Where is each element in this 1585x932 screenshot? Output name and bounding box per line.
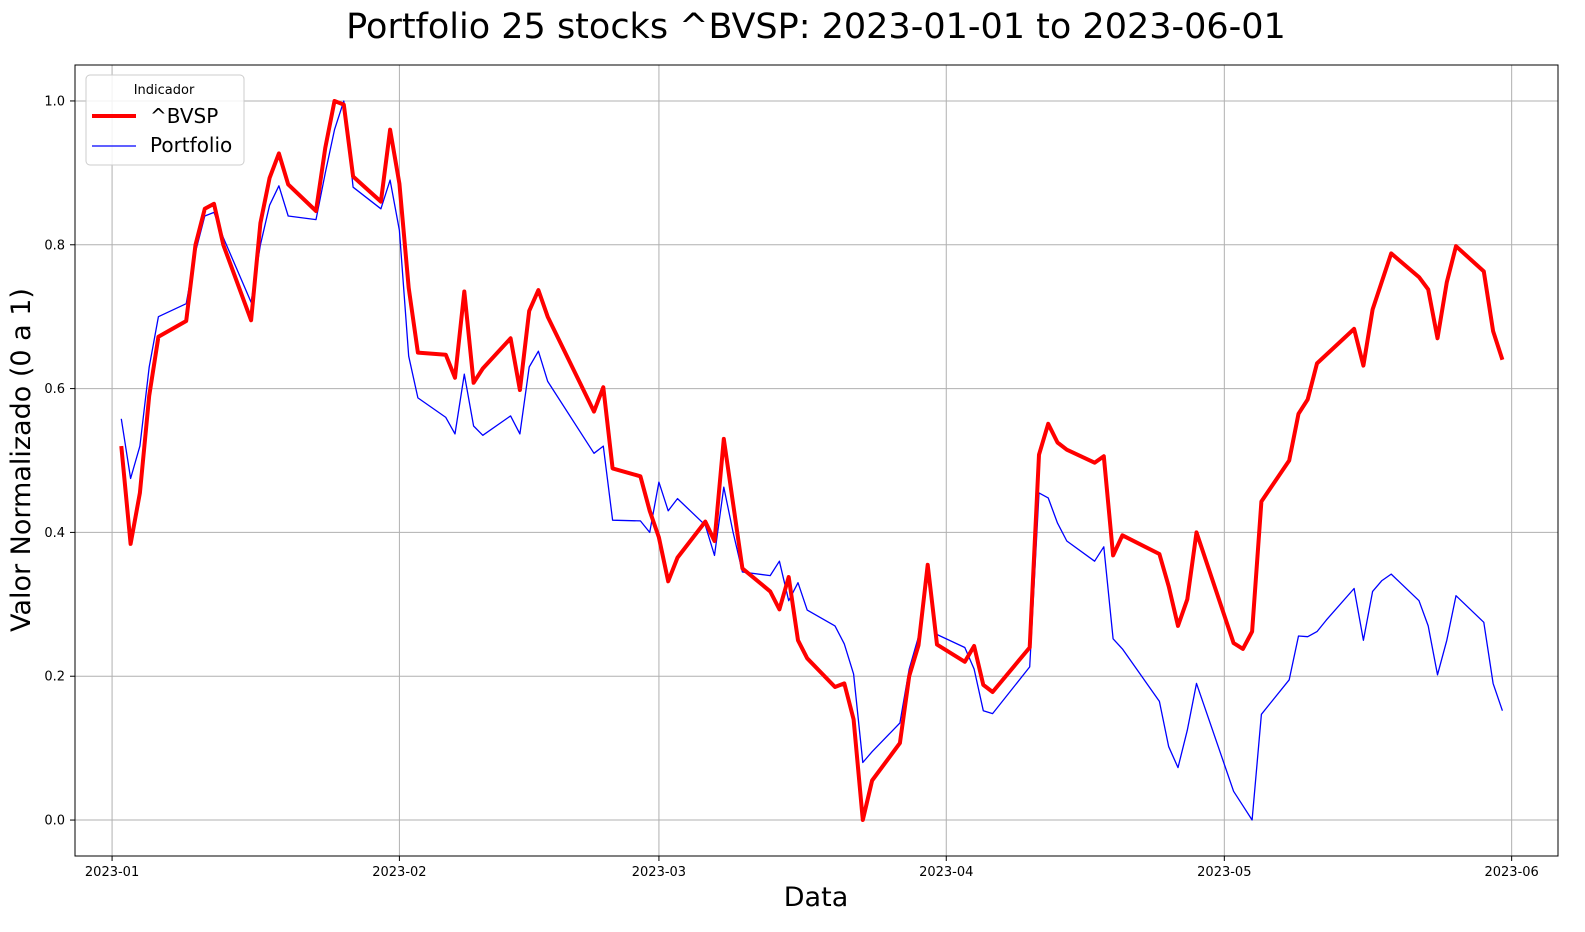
y-tick-label: 0.8 — [44, 238, 65, 253]
series-line-bvsp — [119, 99, 1505, 822]
y-tick-label: 0.2 — [44, 670, 65, 685]
x-tick-label: 2023-06 — [1484, 865, 1538, 880]
legend-box — [85, 74, 245, 166]
legend: Indicador ^BVSP Portfolio — [85, 74, 245, 166]
grid — [75, 65, 1558, 856]
legend-label-bvsp: ^BVSP — [150, 104, 218, 128]
y-tick-label: 1.0 — [44, 94, 65, 109]
plot-frame — [74, 64, 1559, 857]
series-line-portfolio — [120, 100, 1504, 821]
y-tick-label: 0.6 — [44, 382, 65, 397]
y-axis-label: Valor Normalizado (0 a 1) — [6, 288, 37, 632]
x-tick-label: 2023-05 — [1197, 865, 1251, 880]
legend-title: Indicador — [134, 83, 195, 98]
chart-title: Portfolio 25 stocks ^BVSP: 2023-01-01 to… — [346, 7, 1286, 47]
tick-layer: 2023-01 2023-02 2023-03 2023-04 2023-05 2023-… — [44, 94, 1539, 880]
series-layer — [119, 99, 1505, 822]
y-tick-label: 0.0 — [44, 814, 65, 829]
x-tick-label: 2023-03 — [632, 865, 686, 880]
x-tick-label: 2023-01 — [85, 865, 139, 880]
y-tick-label: 0.4 — [44, 526, 65, 541]
x-axis-label: Data — [784, 882, 848, 913]
legend-label-portfolio: Portfolio — [150, 133, 232, 157]
x-tick-label: 2023-02 — [372, 865, 426, 880]
x-tick-label: 2023-04 — [919, 865, 973, 880]
